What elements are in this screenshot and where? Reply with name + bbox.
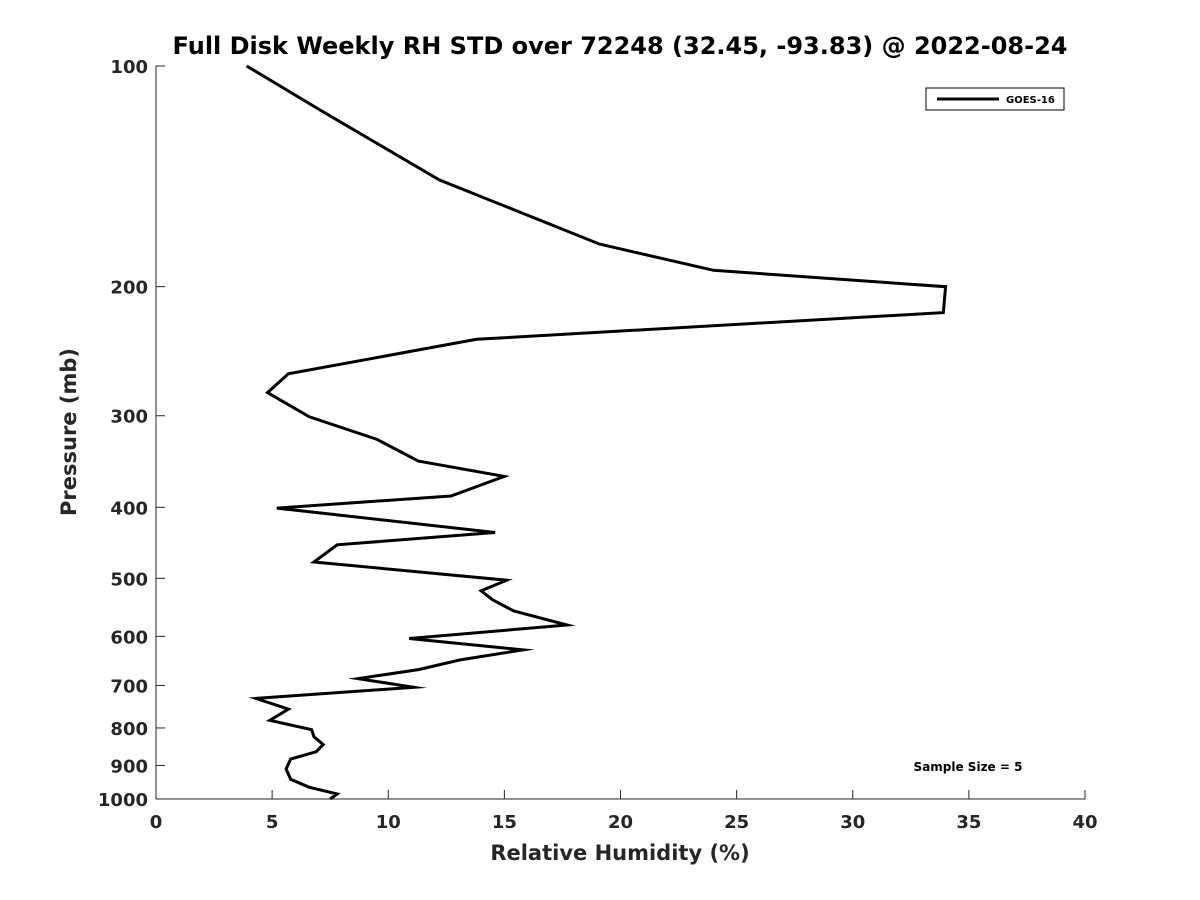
y-tick-label: 500	[110, 569, 148, 590]
y-tick-label: 600	[110, 627, 148, 648]
y-tick-label: 1000	[98, 790, 148, 811]
x-tick-label: 5	[266, 812, 279, 833]
x-axis: 0 5 10 15 20 25 30 35 40	[150, 790, 1098, 833]
y-axis-label: Pressure (mb)	[57, 348, 81, 516]
x-tick-label: 25	[724, 812, 749, 833]
x-tick-label: 40	[1072, 812, 1097, 833]
sample-size-annotation: Sample Size = 5	[914, 760, 1023, 774]
y-tick-label: 900	[110, 756, 148, 777]
y-tick-label: 700	[110, 676, 148, 697]
x-tick-label: 10	[376, 812, 401, 833]
legend-label-goes-16: GOES-16	[1006, 95, 1055, 106]
x-axis-label: Relative Humidity (%)	[490, 841, 749, 865]
y-tick-label: 100	[110, 57, 148, 78]
y-tick-label: 400	[110, 498, 148, 519]
chart-title: Full Disk Weekly RH STD over 72248 (32.4…	[173, 32, 1068, 60]
x-tick-label: 20	[608, 812, 633, 833]
legend: GOES-16	[925, 87, 1065, 111]
y-tick-label: 300	[110, 407, 148, 428]
series-line-goes-16	[245, 64, 948, 801]
x-tick-label: 0	[150, 812, 163, 833]
x-tick-label: 30	[840, 812, 865, 833]
y-tick-label: 800	[110, 719, 148, 740]
y-tick-label: 200	[110, 278, 148, 299]
x-tick-label: 15	[492, 812, 517, 833]
y-axis: 100 200 300 400 500 600 700 800 900 1000	[98, 57, 165, 811]
x-tick-label: 35	[956, 812, 981, 833]
plot-area	[155, 66, 1085, 800]
series-layer	[245, 64, 948, 801]
